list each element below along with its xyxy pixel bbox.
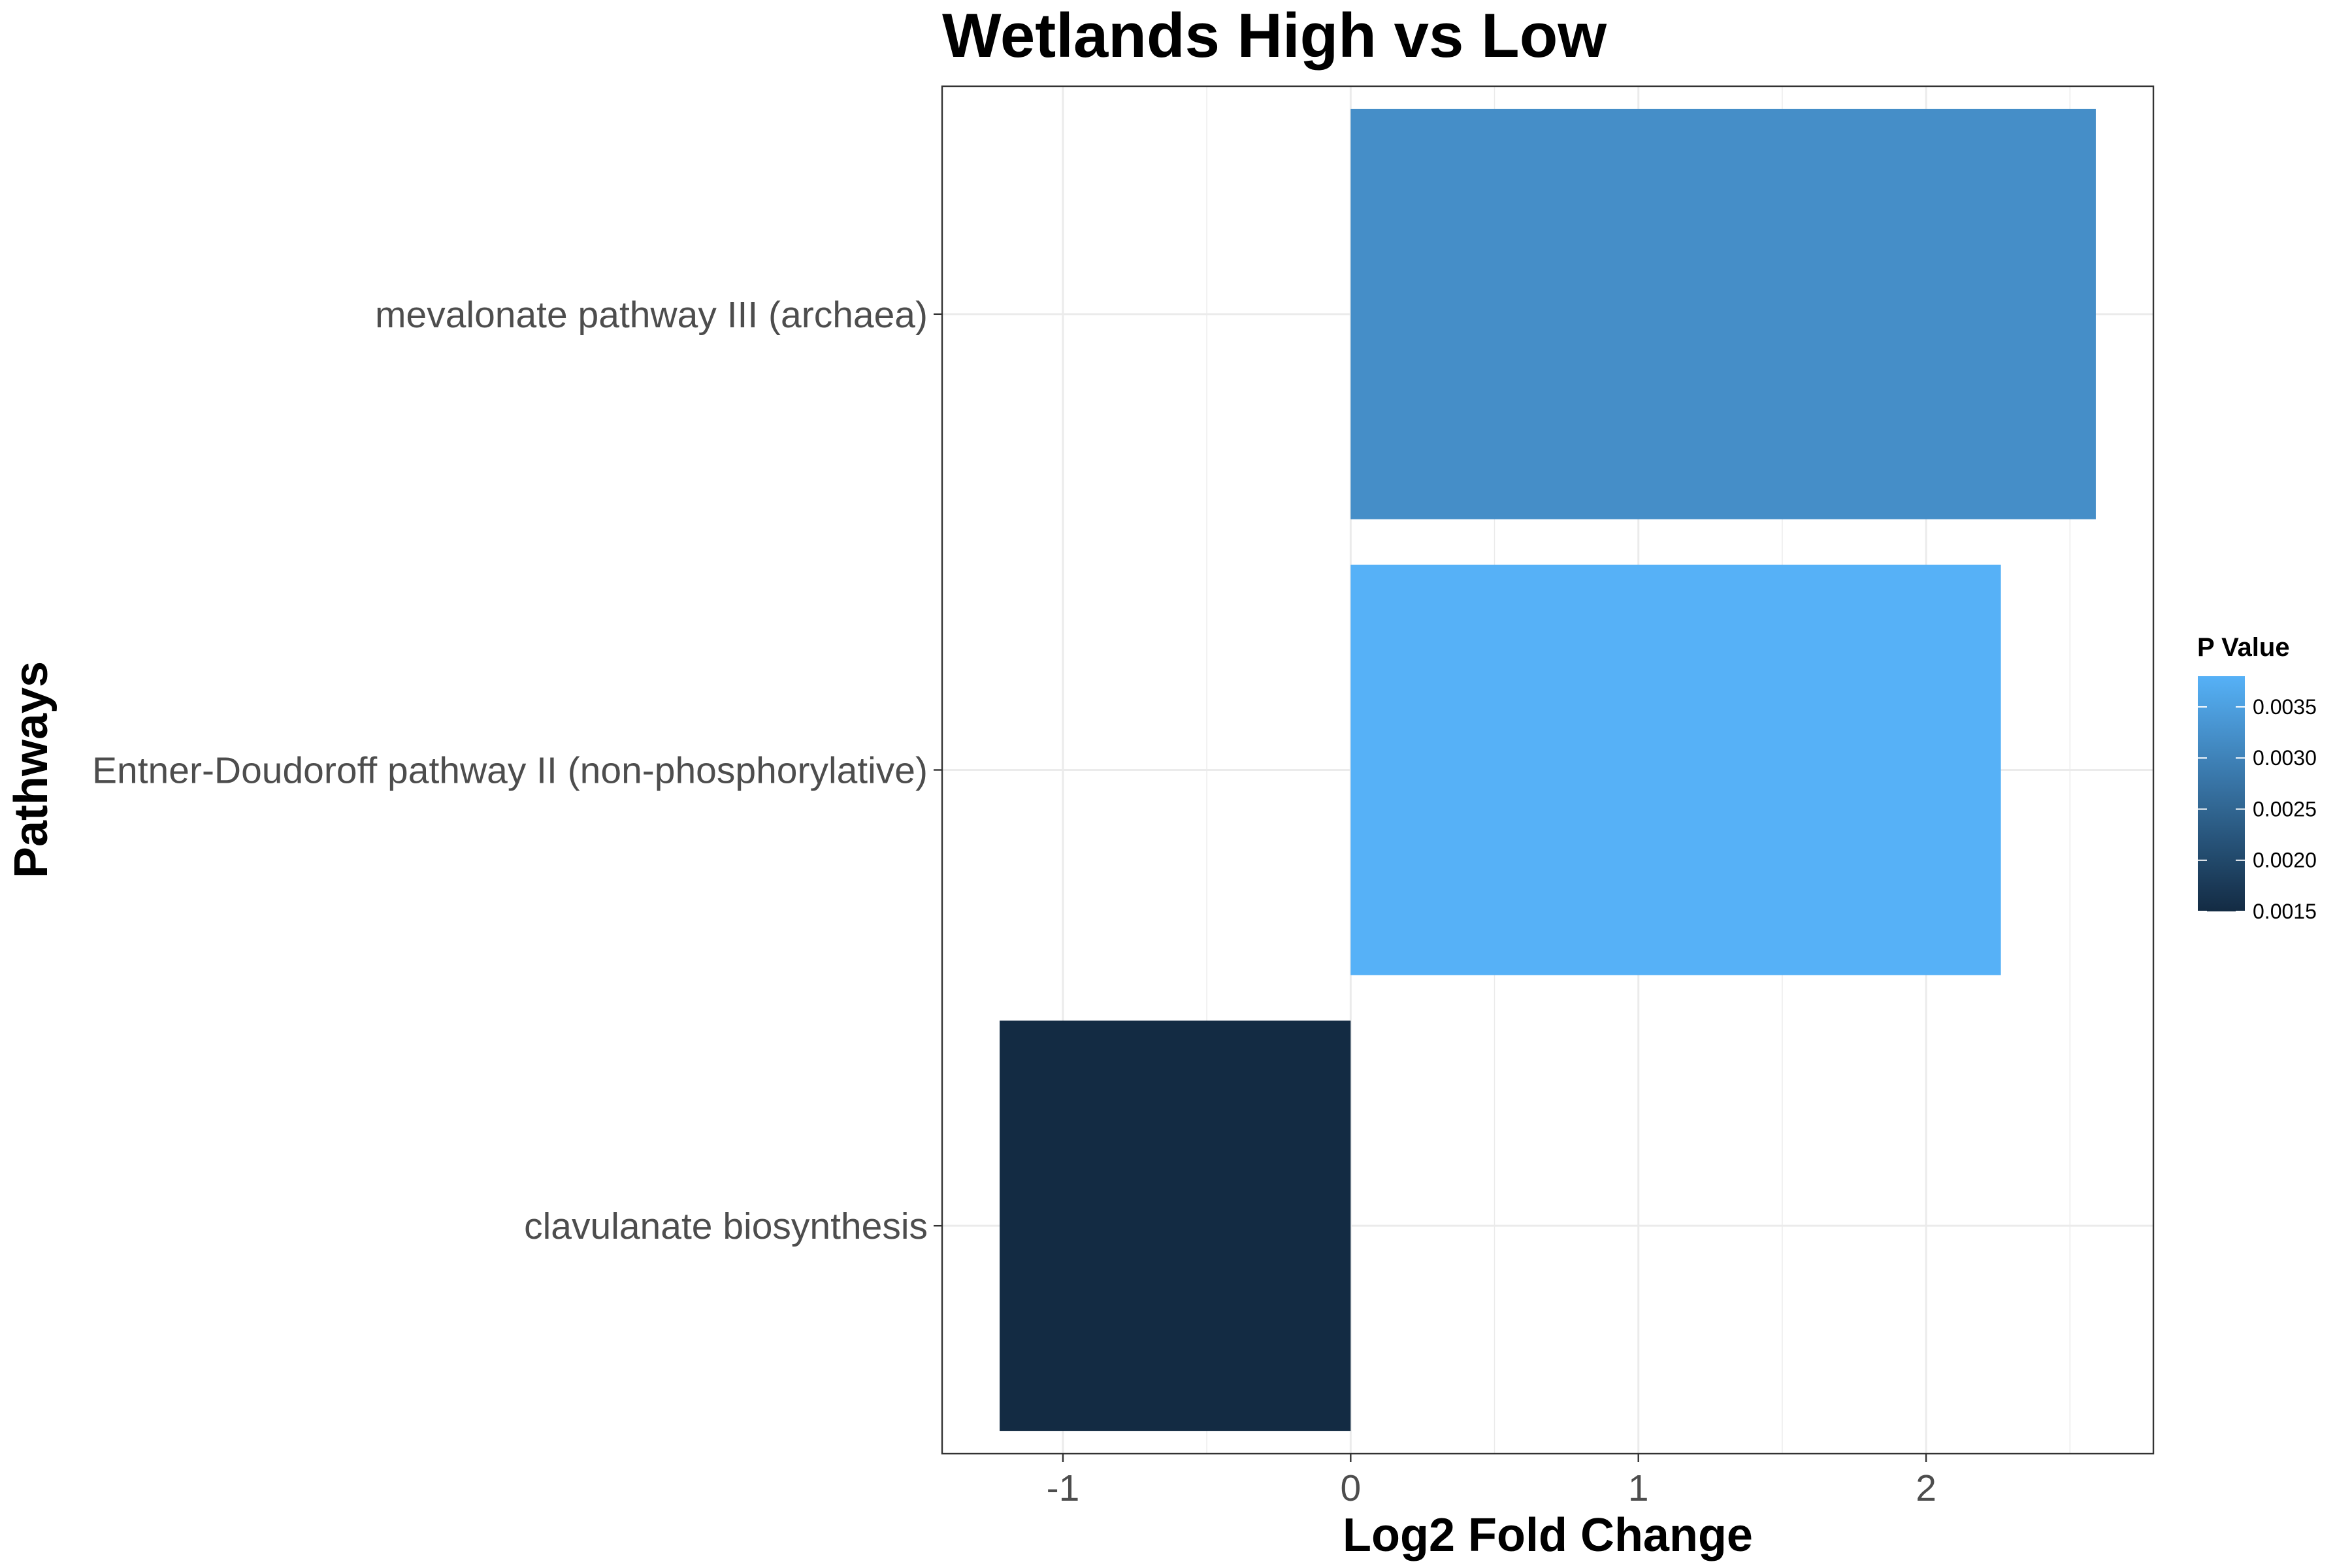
legend-tick-label: 0.0035 <box>2253 695 2317 719</box>
legend-ticks: 0.0015 0.0020 0.0025 0.0030 0.0035 <box>2198 695 2317 923</box>
chart-title: Wetlands High vs Low <box>942 1 1607 71</box>
y-tick-label: mevalonate pathway III (archaea) <box>375 294 928 336</box>
bar <box>1350 564 2001 975</box>
legend-tick-label: 0.0015 <box>2253 900 2317 923</box>
legend-tick-label: 0.0025 <box>2253 797 2317 821</box>
x-axis: -1 0 1 2 <box>1047 1454 1936 1509</box>
legend-colorbar <box>2198 676 2245 911</box>
x-tick-label: 1 <box>1628 1467 1649 1509</box>
bar <box>1350 108 2096 519</box>
x-axis-title: Log2 Fold Change <box>1343 1509 1753 1561</box>
bars <box>1000 108 2096 1431</box>
x-tick-label: 2 <box>1916 1467 1936 1509</box>
legend-tick-label: 0.0030 <box>2253 746 2317 770</box>
y-tick-label: Entner-Doudoroff pathway II (non-phospho… <box>92 750 928 792</box>
legend-tick-label: 0.0020 <box>2253 849 2317 872</box>
legend-title: P Value <box>2197 633 2290 662</box>
x-tick-label: -1 <box>1047 1467 1080 1509</box>
bar <box>1000 1021 1351 1431</box>
legend: P Value 0.0015 0.0020 0.0025 0.0030 0.0035 <box>2197 633 2317 923</box>
x-tick-label: 0 <box>1340 1467 1361 1509</box>
y-axis-title: Pathways <box>5 661 57 878</box>
y-tick-label: clavulanate biosynthesis <box>524 1205 928 1247</box>
y-axis: mevalonate pathway III (archaea) Entner-D… <box>92 294 942 1247</box>
